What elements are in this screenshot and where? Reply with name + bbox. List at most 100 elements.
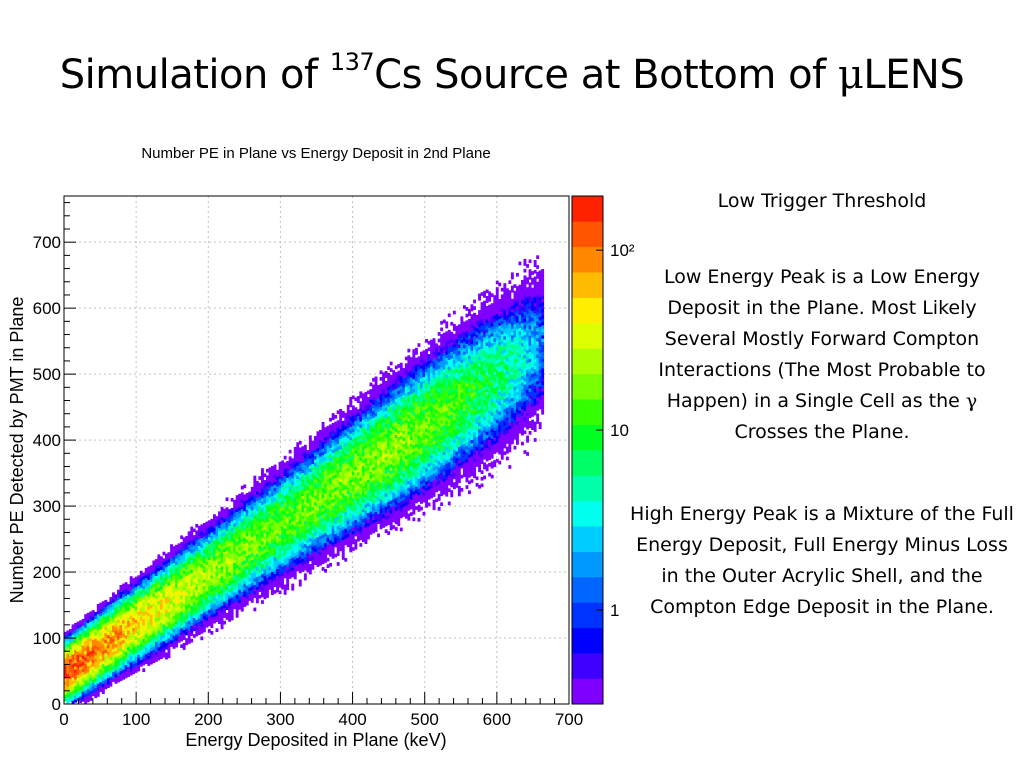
heatmap-cell [364,391,368,396]
heatmap-cell [374,386,378,391]
heatmap-cell [296,531,300,536]
heatmap-cell [354,420,358,425]
heatmap-cell [147,642,151,647]
heatmap-cell [213,557,216,561]
heatmap-cell [245,578,249,583]
heatmap-cell [356,524,360,529]
heatmap-cell [273,514,277,518]
heatmap-cell [207,612,211,617]
heatmap-cell [314,482,317,486]
heatmap-cell [149,641,153,645]
heatmap-cell [344,478,348,483]
heatmap-cell [369,402,373,406]
heatmap-cell [271,584,274,589]
heatmap-cell [303,444,307,449]
heatmap-cell [273,467,277,472]
heatmap-cell [185,565,189,570]
heatmap-cell [172,618,176,623]
heatmap-cell [303,507,307,512]
heatmap-cell [412,428,416,433]
heatmap-cell [374,515,378,519]
heatmap-cell [230,567,234,571]
heatmap-cell [372,430,375,435]
heatmap-cell [389,460,393,465]
heatmap-cell [117,675,120,680]
heatmap-cell [167,601,171,606]
heatmap-cell [336,552,340,556]
heatmap-cell [321,448,325,452]
heatmap-cell [238,493,242,498]
heatmap-cell [243,599,247,604]
heatmap-cell [394,431,398,436]
heatmap-cell [283,518,287,523]
heatmap-cell [276,525,279,530]
heatmap-cell [291,497,295,502]
heatmap-cell [326,531,330,535]
heatmap-cell [367,400,370,405]
heatmap-cell [334,520,338,525]
heatmap-cell [359,434,363,438]
heatmap-cell [172,628,176,633]
heatmap-cell [139,603,143,608]
heatmap-cell [334,438,338,442]
heatmap-cell [127,640,130,644]
heatmap-cell [86,629,90,633]
heatmap-cell [74,656,77,660]
heatmap-cell [324,470,327,474]
heatmap-cell [356,537,360,542]
heatmap-cell [336,539,340,543]
heatmap-cell [99,685,103,689]
heatmap-cell [250,562,254,567]
heatmap-cell [243,593,247,597]
heatmap-cell [367,525,370,530]
heatmap-cell [167,651,171,655]
heatmap-cell [228,585,231,589]
heatmap-cell [392,432,396,437]
heatmap-cell [127,633,130,638]
heatmap-cell [326,448,330,453]
heatmap-cell [324,456,327,461]
heatmap-cell [361,423,365,427]
heatmap-cell [364,454,368,459]
heatmap-cell [293,549,297,553]
heatmap-cell [218,514,221,519]
heatmap-cell [152,616,156,621]
heatmap-cell [195,540,199,544]
heatmap-cell [361,521,365,526]
heatmap-cell [200,610,204,614]
heatmap-cell [182,619,186,624]
heatmap-cell [293,513,297,517]
heatmap-cell [137,631,141,636]
heatmap-cell [165,566,168,571]
heatmap-cell [71,677,75,681]
heatmap-cell [117,602,120,607]
heatmap-cell [99,602,103,607]
heatmap-cell [374,459,378,463]
heatmap-cell [64,681,67,685]
heatmap-cell [351,435,355,439]
heatmap-cell [144,653,148,658]
heatmap-cell [379,419,383,424]
heatmap-cell [341,483,345,488]
heatmap-cell [71,631,75,635]
heatmap-cell [159,622,163,626]
heatmap-cell [389,440,393,445]
heatmap-cell [409,462,413,467]
heatmap-cell [230,587,234,591]
heatmap-cell [255,497,259,502]
heatmap-cell [278,537,282,542]
heatmap-cell [394,388,398,393]
heatmap-cell [240,485,244,490]
heatmap-cell [412,494,416,499]
heatmap-cell [314,551,317,556]
heatmap-cell [387,392,391,397]
heatmap-cell [394,510,398,515]
heatmap-cell [127,587,130,592]
heatmap-cell [165,553,168,558]
heatmap-cell [397,469,401,474]
heatmap-cell [349,489,353,493]
heatmap-cell [356,438,360,443]
heatmap-cell [106,648,110,652]
heatmap-cell [361,449,365,454]
heatmap-cell [301,502,305,506]
